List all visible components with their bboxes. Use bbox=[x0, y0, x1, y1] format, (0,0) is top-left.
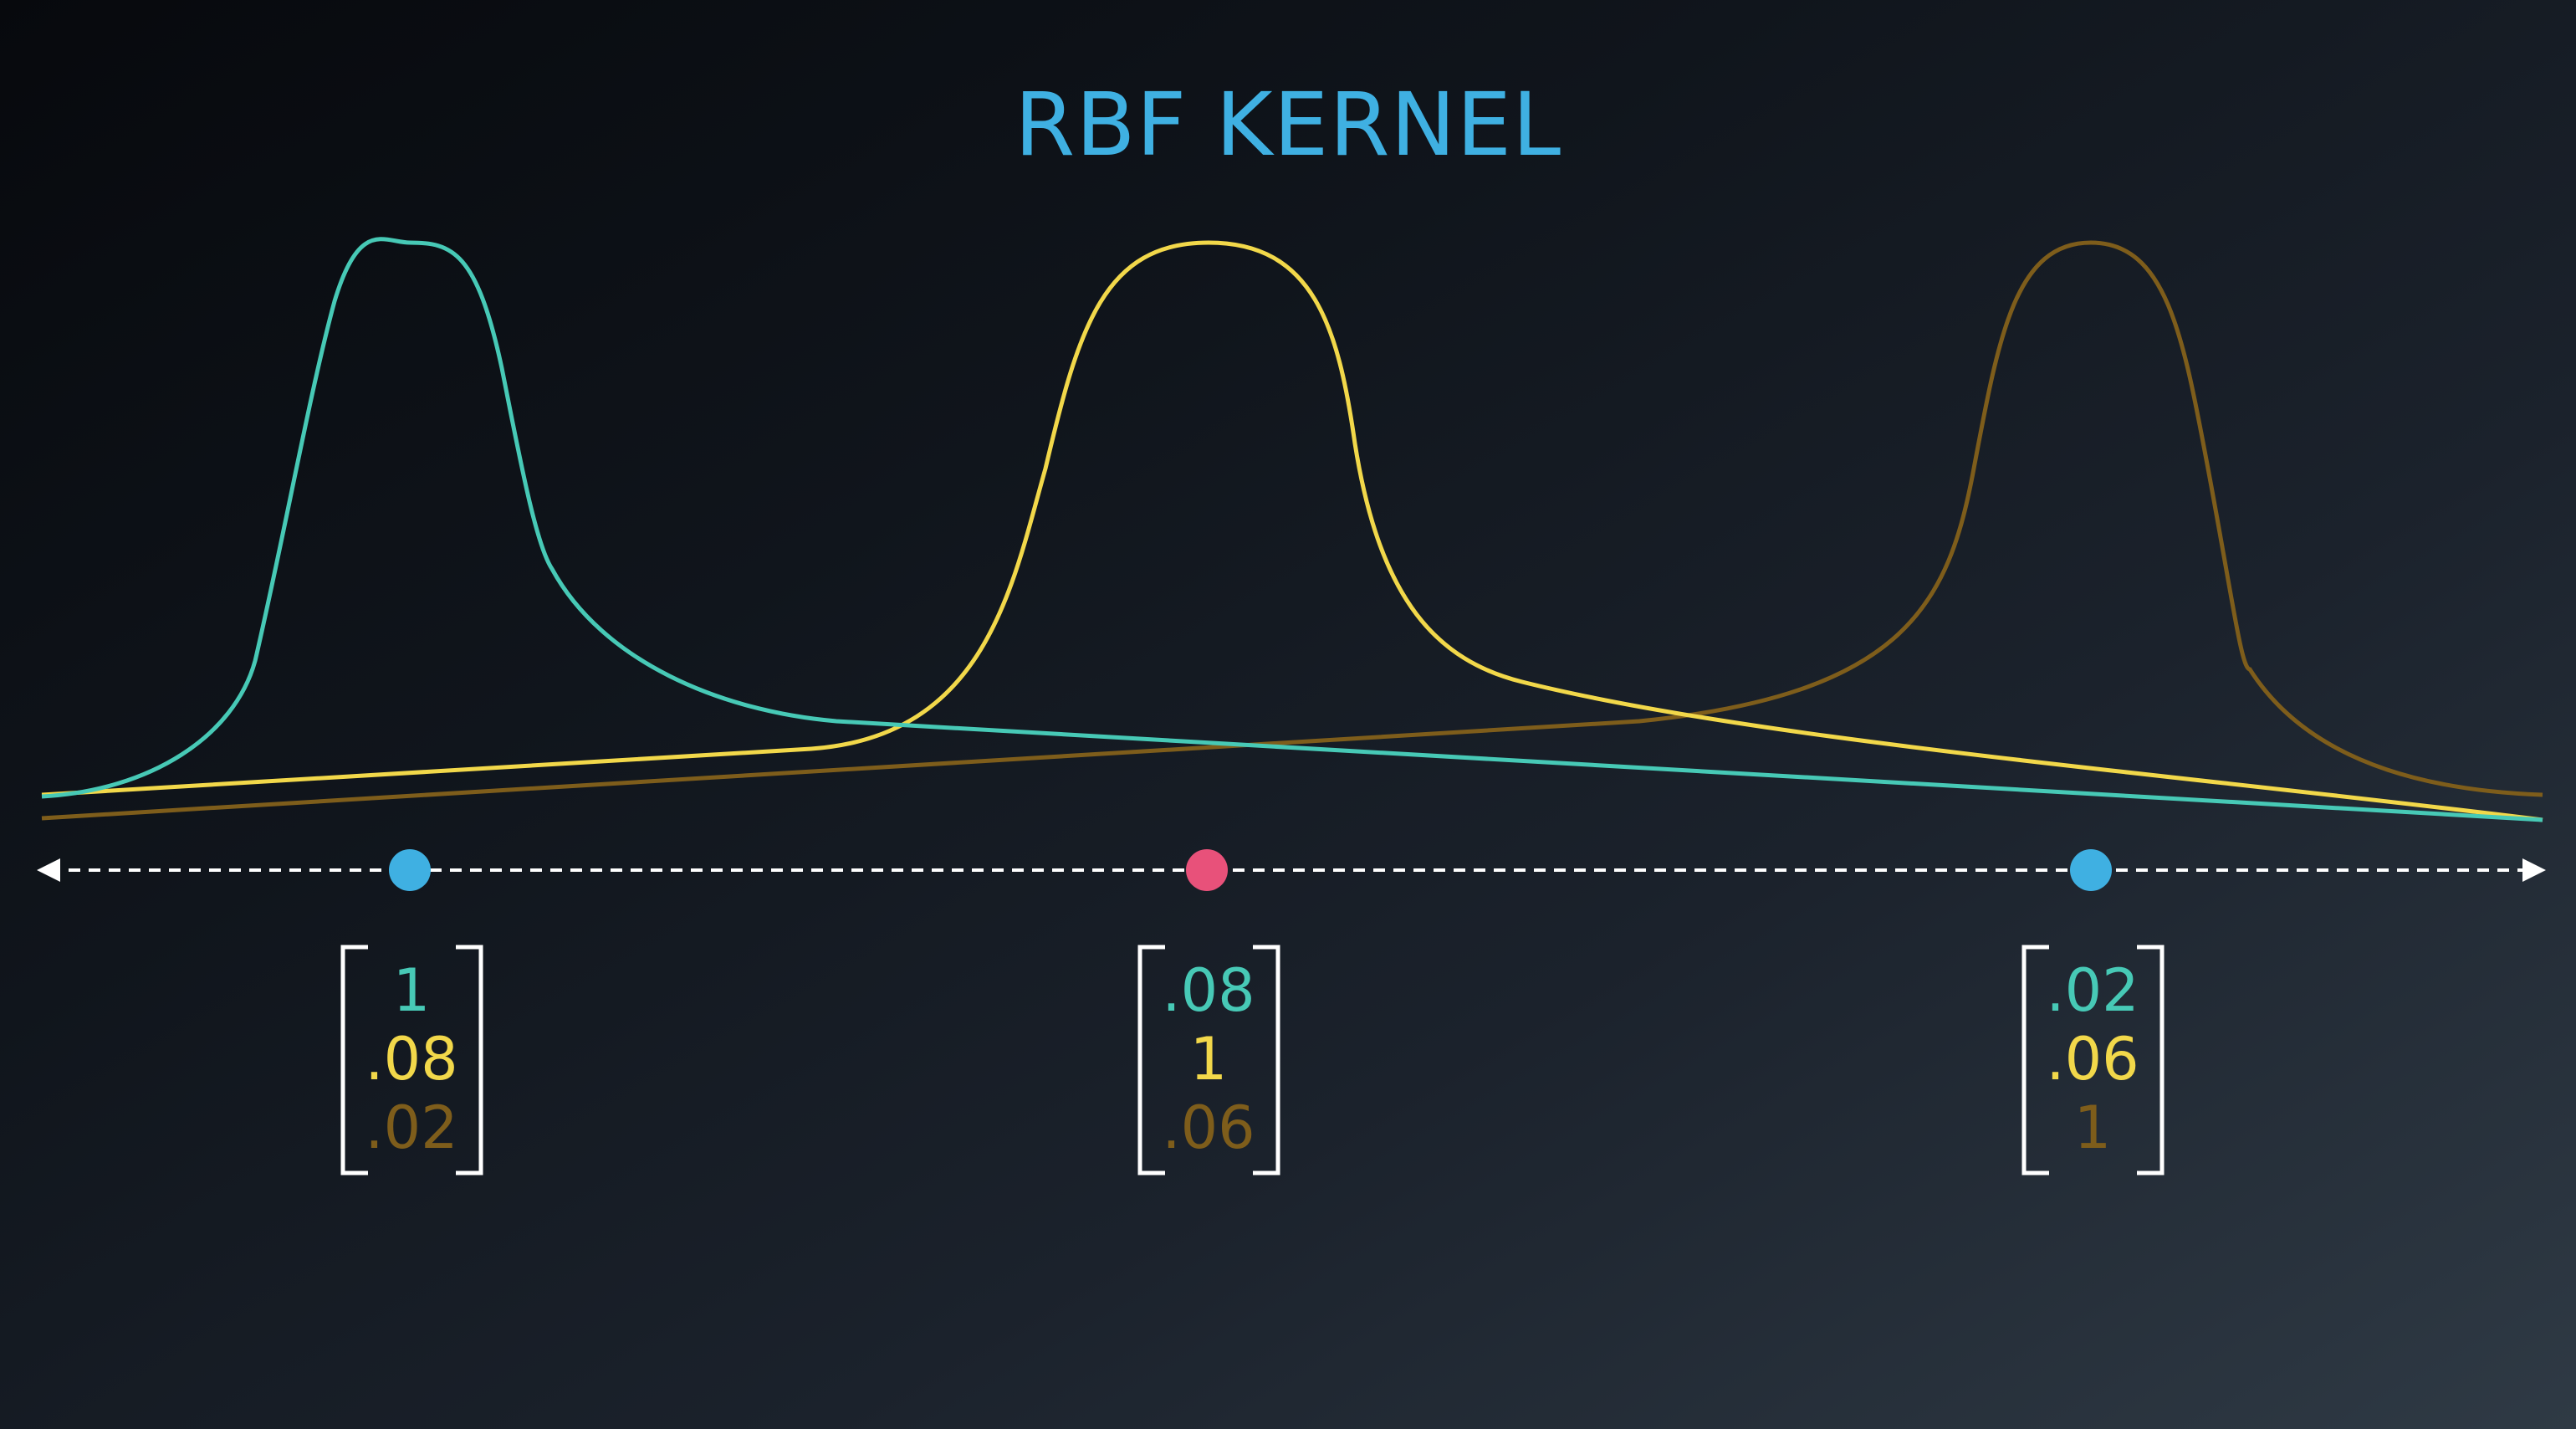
vector-left-value-2: .08 bbox=[365, 1025, 457, 1094]
vector-left-value-3: .02 bbox=[365, 1094, 457, 1162]
vector-middle-value-3: .06 bbox=[1162, 1094, 1255, 1162]
vector-bracket-left bbox=[340, 945, 483, 1175]
vector-right-value-2: .06 bbox=[2046, 1025, 2139, 1094]
vector-middle-value-2: 1 bbox=[1190, 1025, 1228, 1094]
page-title: RBF KERNEL bbox=[1014, 74, 1562, 176]
vector-bracket-right bbox=[2021, 945, 2165, 1175]
vector-bracket-middle bbox=[1137, 945, 1280, 1175]
kernel-curve-middle bbox=[41, 240, 2543, 822]
vector-right-value-3: 1 bbox=[2074, 1094, 2112, 1162]
point-right bbox=[2070, 849, 2112, 891]
vector-right-value-1: .02 bbox=[2046, 956, 2139, 1025]
kernel-curve-left bbox=[41, 237, 2543, 822]
point-left bbox=[389, 849, 431, 891]
vector-left-value-1: 1 bbox=[393, 956, 431, 1025]
point-middle bbox=[1186, 849, 1228, 891]
kernel-curve-right bbox=[41, 240, 2543, 821]
vector-middle-value-1: .08 bbox=[1162, 956, 1255, 1025]
